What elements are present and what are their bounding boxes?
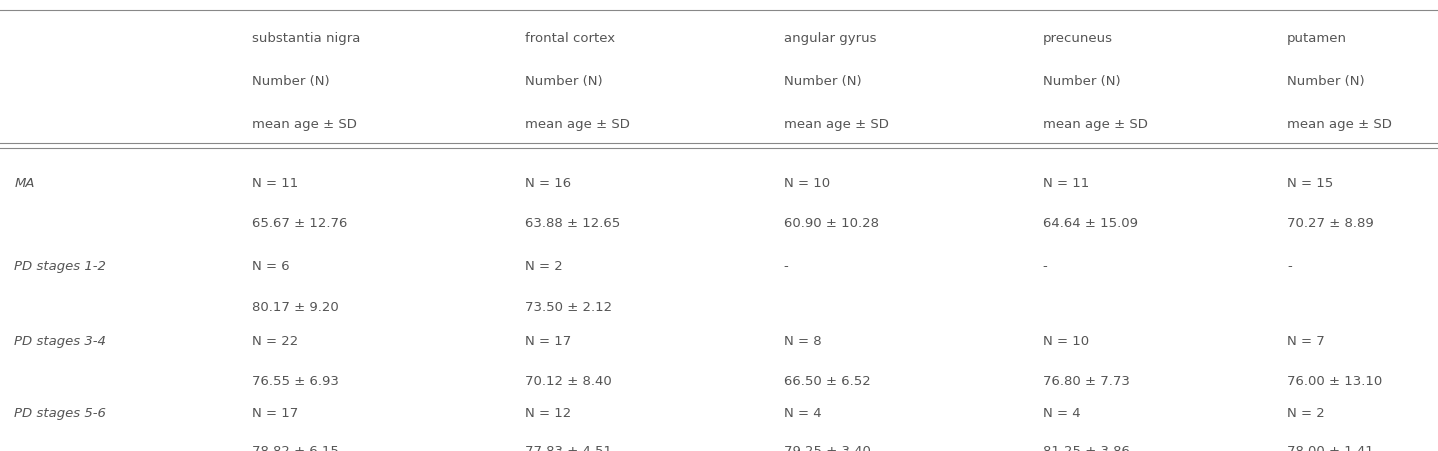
Text: Number (N): Number (N) [252, 75, 329, 87]
Text: 78.82 ± 6.15: 78.82 ± 6.15 [252, 445, 338, 451]
Text: PD stages 5-6: PD stages 5-6 [14, 406, 106, 419]
Text: -: - [784, 260, 788, 272]
Text: precuneus: precuneus [1043, 32, 1113, 45]
Text: Number (N): Number (N) [525, 75, 603, 87]
Text: 80.17 ± 9.20: 80.17 ± 9.20 [252, 300, 338, 313]
Text: 64.64 ± 15.09: 64.64 ± 15.09 [1043, 217, 1137, 230]
Text: PD stages 3-4: PD stages 3-4 [14, 334, 106, 347]
Text: mean age ± SD: mean age ± SD [525, 118, 630, 130]
Text: angular gyrus: angular gyrus [784, 32, 876, 45]
Text: N = 4: N = 4 [1043, 406, 1080, 419]
Text: 73.50 ± 2.12: 73.50 ± 2.12 [525, 300, 613, 313]
Text: MA: MA [14, 176, 35, 189]
Text: 70.12 ± 8.40: 70.12 ± 8.40 [525, 375, 611, 387]
Text: N = 2: N = 2 [525, 260, 562, 272]
Text: substantia nigra: substantia nigra [252, 32, 360, 45]
Text: 70.27 ± 8.89: 70.27 ± 8.89 [1287, 217, 1373, 230]
Text: -: - [1043, 260, 1047, 272]
Text: PD stages 1-2: PD stages 1-2 [14, 260, 106, 272]
Text: N = 11: N = 11 [1043, 176, 1089, 189]
Text: 76.80 ± 7.73: 76.80 ± 7.73 [1043, 375, 1129, 387]
Text: frontal cortex: frontal cortex [525, 32, 615, 45]
Text: Number (N): Number (N) [1043, 75, 1120, 87]
Text: N = 8: N = 8 [784, 334, 821, 347]
Text: N = 17: N = 17 [252, 406, 298, 419]
Text: mean age ± SD: mean age ± SD [252, 118, 357, 130]
Text: 76.00 ± 13.10: 76.00 ± 13.10 [1287, 375, 1382, 387]
Text: N = 10: N = 10 [1043, 334, 1089, 347]
Text: Number (N): Number (N) [1287, 75, 1365, 87]
Text: -: - [1287, 260, 1291, 272]
Text: N = 15: N = 15 [1287, 176, 1333, 189]
Text: N = 11: N = 11 [252, 176, 298, 189]
Text: N = 16: N = 16 [525, 176, 571, 189]
Text: mean age ± SD: mean age ± SD [1043, 118, 1148, 130]
Text: N = 7: N = 7 [1287, 334, 1324, 347]
Text: 76.55 ± 6.93: 76.55 ± 6.93 [252, 375, 338, 387]
Text: 78.00 ± 1.41: 78.00 ± 1.41 [1287, 445, 1373, 451]
Text: 81.25 ± 3.86: 81.25 ± 3.86 [1043, 445, 1129, 451]
Text: N = 17: N = 17 [525, 334, 571, 347]
Text: N = 6: N = 6 [252, 260, 289, 272]
Text: mean age ± SD: mean age ± SD [784, 118, 889, 130]
Text: 66.50 ± 6.52: 66.50 ± 6.52 [784, 375, 870, 387]
Text: 79.25 ± 3.40: 79.25 ± 3.40 [784, 445, 870, 451]
Text: putamen: putamen [1287, 32, 1347, 45]
Text: N = 22: N = 22 [252, 334, 298, 347]
Text: 60.90 ± 10.28: 60.90 ± 10.28 [784, 217, 879, 230]
Text: 77.83 ± 4.51: 77.83 ± 4.51 [525, 445, 613, 451]
Text: Number (N): Number (N) [784, 75, 861, 87]
Text: N = 10: N = 10 [784, 176, 830, 189]
Text: 63.88 ± 12.65: 63.88 ± 12.65 [525, 217, 620, 230]
Text: N = 2: N = 2 [1287, 406, 1324, 419]
Text: 65.67 ± 12.76: 65.67 ± 12.76 [252, 217, 347, 230]
Text: N = 12: N = 12 [525, 406, 571, 419]
Text: N = 4: N = 4 [784, 406, 821, 419]
Text: mean age ± SD: mean age ± SD [1287, 118, 1392, 130]
